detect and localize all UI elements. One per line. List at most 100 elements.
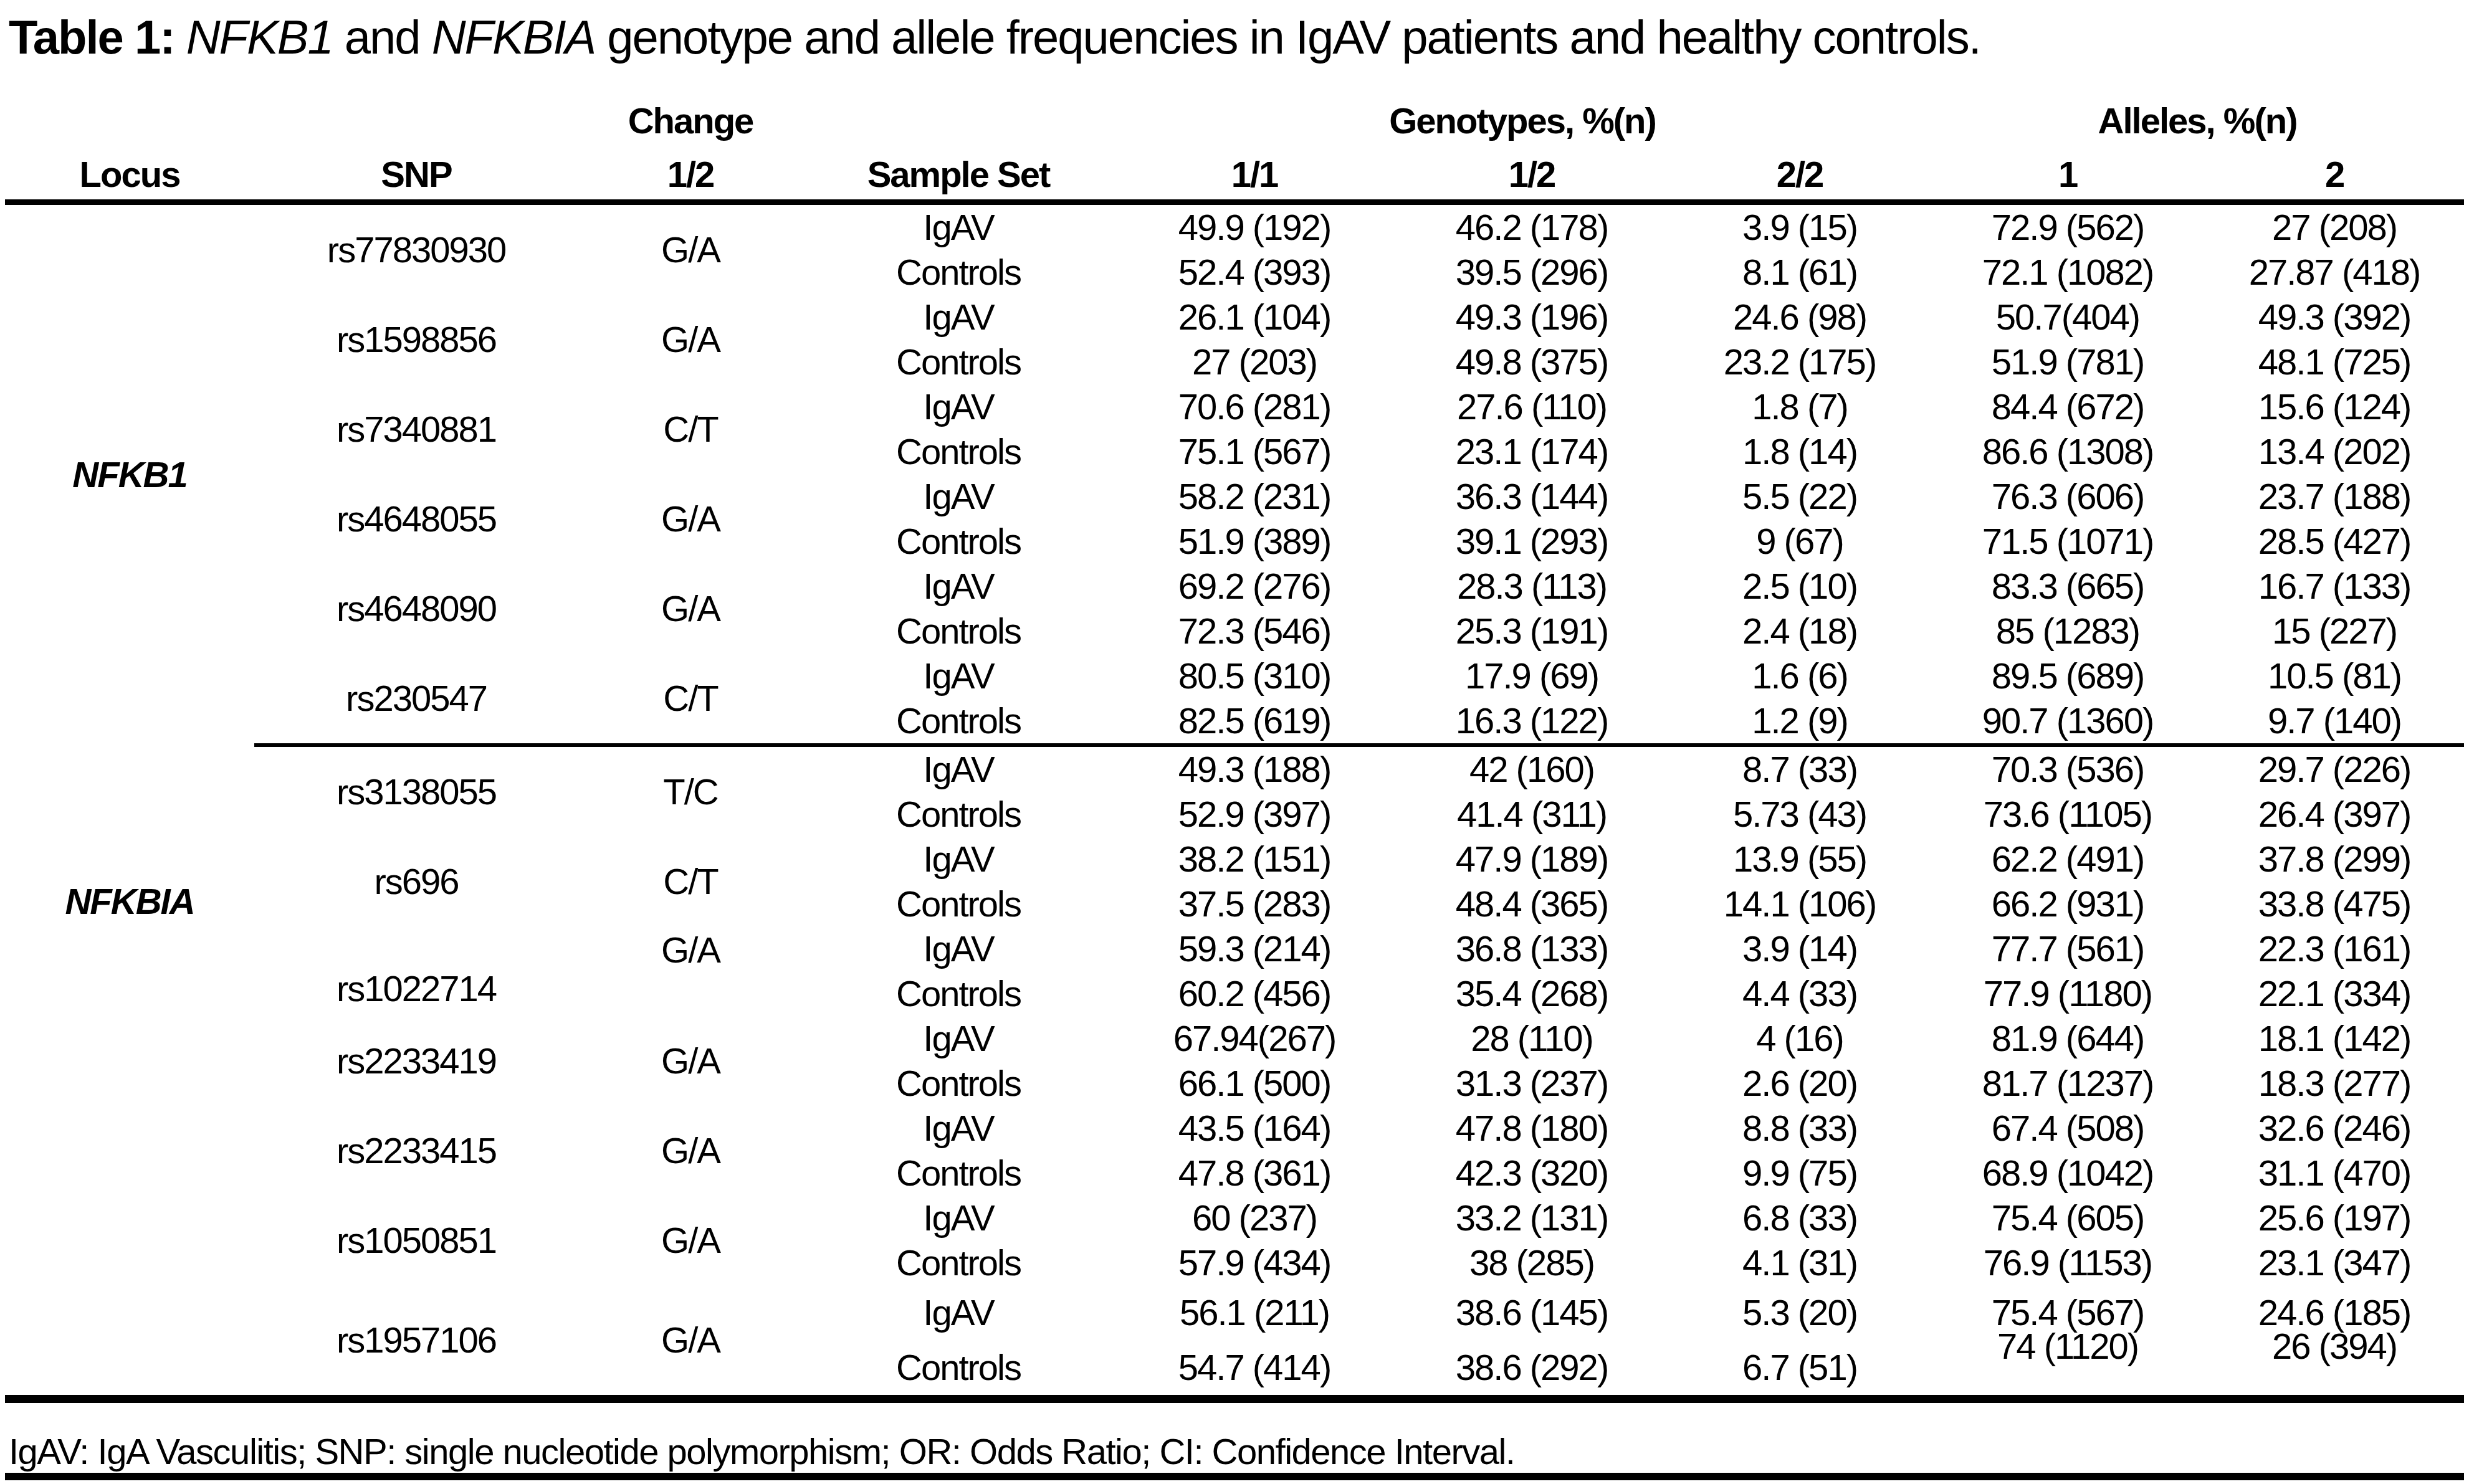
allele-1-value: 75.4 (605) <box>1992 1197 2144 1238</box>
allele-2-value: 49.3 (392) <box>2258 297 2410 337</box>
genotype-2-2-cell: 24.6 (98) <box>1669 295 1931 340</box>
genotype-2-2-cell: 2.5 (10) <box>1669 564 1931 609</box>
genotype-2-2-cell: 2.4 (18) <box>1669 609 1931 654</box>
snp-cell: rs1598856 <box>254 295 578 384</box>
table-row: NFKBIArs3138055T/CIgAV49.3 (188)42 (160)… <box>5 745 2464 792</box>
allele-1-cell: 67.4 (508) <box>1931 1106 2205 1151</box>
genotype-2-2-cell: 3.9 (15) <box>1669 202 1931 250</box>
locus-cell: NFKBIA <box>5 745 254 1399</box>
allele-2-cell: 33.8 (475) <box>2205 882 2464 926</box>
genotype-1-1-cell: 59.3 (214) <box>1114 926 1395 971</box>
snp-cell: rs696 <box>254 837 578 926</box>
genotype-1-2-cell: 36.8 (133) <box>1395 926 1669 971</box>
genotype-2-2-cell: 5.3 (20) <box>1669 1285 1931 1340</box>
allele-1-cell: 70.3 (536) <box>1931 745 2205 792</box>
allele-1-cell: 72.1 (1082) <box>1931 250 2205 295</box>
allele-2-value: 28.5 (427) <box>2258 521 2410 561</box>
allele-1-cell: 76.9 (1153) <box>1931 1240 2205 1285</box>
sample-set-cell: IgAV <box>803 926 1114 971</box>
genotype-1-1-cell: 37.5 (283) <box>1114 882 1395 926</box>
genotype-1-2-cell: 42.3 (320) <box>1395 1151 1669 1196</box>
allele-1-value: 72.9 (562) <box>1992 207 2144 247</box>
genotype-1-1-cell: 82.5 (619) <box>1114 698 1395 745</box>
snp-cell: rs1050851 <box>254 1196 578 1285</box>
allele-2-value: 27.87 (418) <box>2249 252 2420 292</box>
allele-2-value: 26.4 (397) <box>2258 794 2410 834</box>
column-header-genotype-1-1: 1/1 <box>1114 150 1395 202</box>
table-row: rs1022714G/AIgAV59.3 (214)36.8 (133)3.9 … <box>5 926 2464 971</box>
genotype-1-1-cell: 70.6 (281) <box>1114 384 1395 429</box>
change-cell: G/A <box>578 202 803 295</box>
allele-1-value: 62.2 (491) <box>1992 839 2144 879</box>
allele-2-value: 10.5 (81) <box>2268 655 2401 696</box>
genotype-1-1-cell: 72.3 (546) <box>1114 609 1395 654</box>
allele-1-value: 66.2 (931) <box>1992 883 2144 924</box>
allele-2-cell: 15 (227) <box>2205 609 2464 654</box>
column-header-genotype-2-2: 2/2 <box>1669 150 1931 202</box>
allele-1-value: 68.9 (1042) <box>1982 1153 2154 1193</box>
genotype-1-1-cell: 60 (237) <box>1114 1196 1395 1240</box>
allele-1-cell: 84.4 (672) <box>1931 384 2205 429</box>
allele-2-cell: 28.5 (427) <box>2205 519 2464 564</box>
genotype-2-2-cell: 4.4 (33) <box>1669 971 1931 1016</box>
allele-1-cell: 50.7(404) <box>1931 295 2205 340</box>
sample-set-cell: IgAV <box>803 202 1114 250</box>
genotype-1-1-cell: 69.2 (276) <box>1114 564 1395 609</box>
genotype-1-2-cell: 48.4 (365) <box>1395 882 1669 926</box>
snp-cell: rs2233419 <box>254 1016 578 1106</box>
bottom-rule <box>5 1473 2464 1480</box>
genotype-1-1-cell: 49.9 (192) <box>1114 202 1395 250</box>
allele-2-cell: 49.3 (392) <box>2205 295 2464 340</box>
sample-set-cell: Controls <box>803 971 1114 1016</box>
genotype-2-2-cell: 6.8 (33) <box>1669 1196 1931 1240</box>
allele-2-value: 25.6 (197) <box>2258 1197 2410 1238</box>
allele-2-value: 18.1 (142) <box>2258 1018 2410 1058</box>
change-cell: G/A <box>578 926 803 1016</box>
allele-1-cell: 62.2 (491) <box>1931 837 2205 882</box>
genotype-2-2-cell: 6.7 (51) <box>1669 1340 1931 1399</box>
table-row: rs230547C/TIgAV80.5 (310)17.9 (69)1.6 (6… <box>5 654 2464 698</box>
table-footnote: IgAV: IgA Vasculitis; SNP: single nucleo… <box>9 1430 2464 1472</box>
genotype-2-2-cell: 1.2 (9) <box>1669 698 1931 745</box>
genotype-2-2-cell: 9.9 (75) <box>1669 1151 1931 1196</box>
genotype-2-2-cell: 1.8 (7) <box>1669 384 1931 429</box>
sample-set-cell: IgAV <box>803 837 1114 882</box>
sample-set-cell: Controls <box>803 1061 1114 1106</box>
genotype-2-2-cell: 9 (67) <box>1669 519 1931 564</box>
allele-1-cell: 81.9 (644) <box>1931 1016 2205 1061</box>
table-row: rs4648055G/AIgAV58.2 (231)36.3 (144)5.5 … <box>5 474 2464 519</box>
allele-1-value: 71.5 (1071) <box>1982 521 2154 561</box>
allele-1-value: 77.9 (1180) <box>1984 973 2152 1014</box>
genotype-2-2-cell: 8.8 (33) <box>1669 1106 1931 1151</box>
allele-1-cell: 90.7 (1360) <box>1931 698 2205 745</box>
genotype-1-1-cell: 57.9 (434) <box>1114 1240 1395 1285</box>
change-cell: G/A <box>578 1285 803 1399</box>
sample-set-cell: Controls <box>803 1151 1114 1196</box>
column-header-allele-1: 1 <box>1931 150 2205 202</box>
allele-1-value: 81.9 (644) <box>1992 1018 2144 1058</box>
change-cell: G/A <box>578 1196 803 1285</box>
genotype-1-2-cell: 49.8 (375) <box>1395 340 1669 384</box>
allele-2-value: 33.8 (475) <box>2258 883 2410 924</box>
snp-cell: rs77830930 <box>254 202 578 295</box>
genotype-1-1-cell: 26.1 (104) <box>1114 295 1395 340</box>
allele-1-cell: 81.7 (1237) <box>1931 1061 2205 1106</box>
table-title-label: Table 1: <box>9 11 174 64</box>
allele-2-value: 31.1 (470) <box>2258 1153 2410 1193</box>
genotype-2-2-cell: 3.9 (14) <box>1669 926 1931 971</box>
genotype-2-2-cell: 14.1 (106) <box>1669 882 1931 926</box>
table-row: rs2233419G/AIgAV67.94(267)28 (110)4 (16)… <box>5 1016 2464 1061</box>
group-header-spacer-sample <box>803 92 1114 150</box>
allele-2-value: 15.6 (124) <box>2258 386 2410 427</box>
genotype-1-1-cell: 66.1 (500) <box>1114 1061 1395 1106</box>
sample-set-cell: Controls <box>803 1340 1114 1399</box>
allele-2-value: 15 (227) <box>2272 611 2397 651</box>
genotype-1-2-cell: 35.4 (268) <box>1395 971 1669 1016</box>
allele-2-cell: 26.4 (397) <box>2205 792 2464 837</box>
genotype-2-2-cell: 1.8 (14) <box>1669 429 1931 474</box>
allele-1-cell: 51.9 (781) <box>1931 340 2205 384</box>
allele-1-cell: 66.2 (931) <box>1931 882 2205 926</box>
column-header-allele-2: 2 <box>2205 150 2464 202</box>
allele-1-value: 83.3 (665) <box>1992 566 2144 606</box>
allele-2-cell: 23.7 (188) <box>2205 474 2464 519</box>
